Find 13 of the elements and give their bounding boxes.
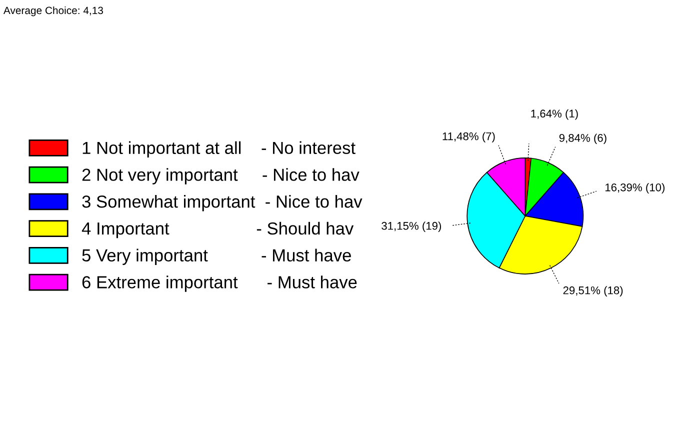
data-label: 1,64% (1): [531, 109, 578, 120]
data-label: 29,51% (18): [563, 286, 623, 296]
legend-label: 2 Not very important - Nice to hav: [82, 168, 360, 184]
data-label: 11,48% (7): [442, 132, 495, 142]
legend-label: 4 Important - Should hav: [82, 222, 354, 238]
legend-label: 6 Extreme important - Must have: [82, 276, 357, 292]
text: Average Choice: 4,13: [3, 6, 103, 16]
data-label: 16,39% (10): [606, 183, 664, 194]
data-label: 9,84% (6): [559, 134, 606, 144]
legend-label: 1 Not important at all - No interest: [82, 141, 356, 158]
legend-label: 5 Very important - Must have: [82, 248, 351, 265]
data-label: 31,15% (19): [382, 222, 442, 232]
legend-label: 3 Somewhat important - Nice to hav: [82, 195, 362, 212]
